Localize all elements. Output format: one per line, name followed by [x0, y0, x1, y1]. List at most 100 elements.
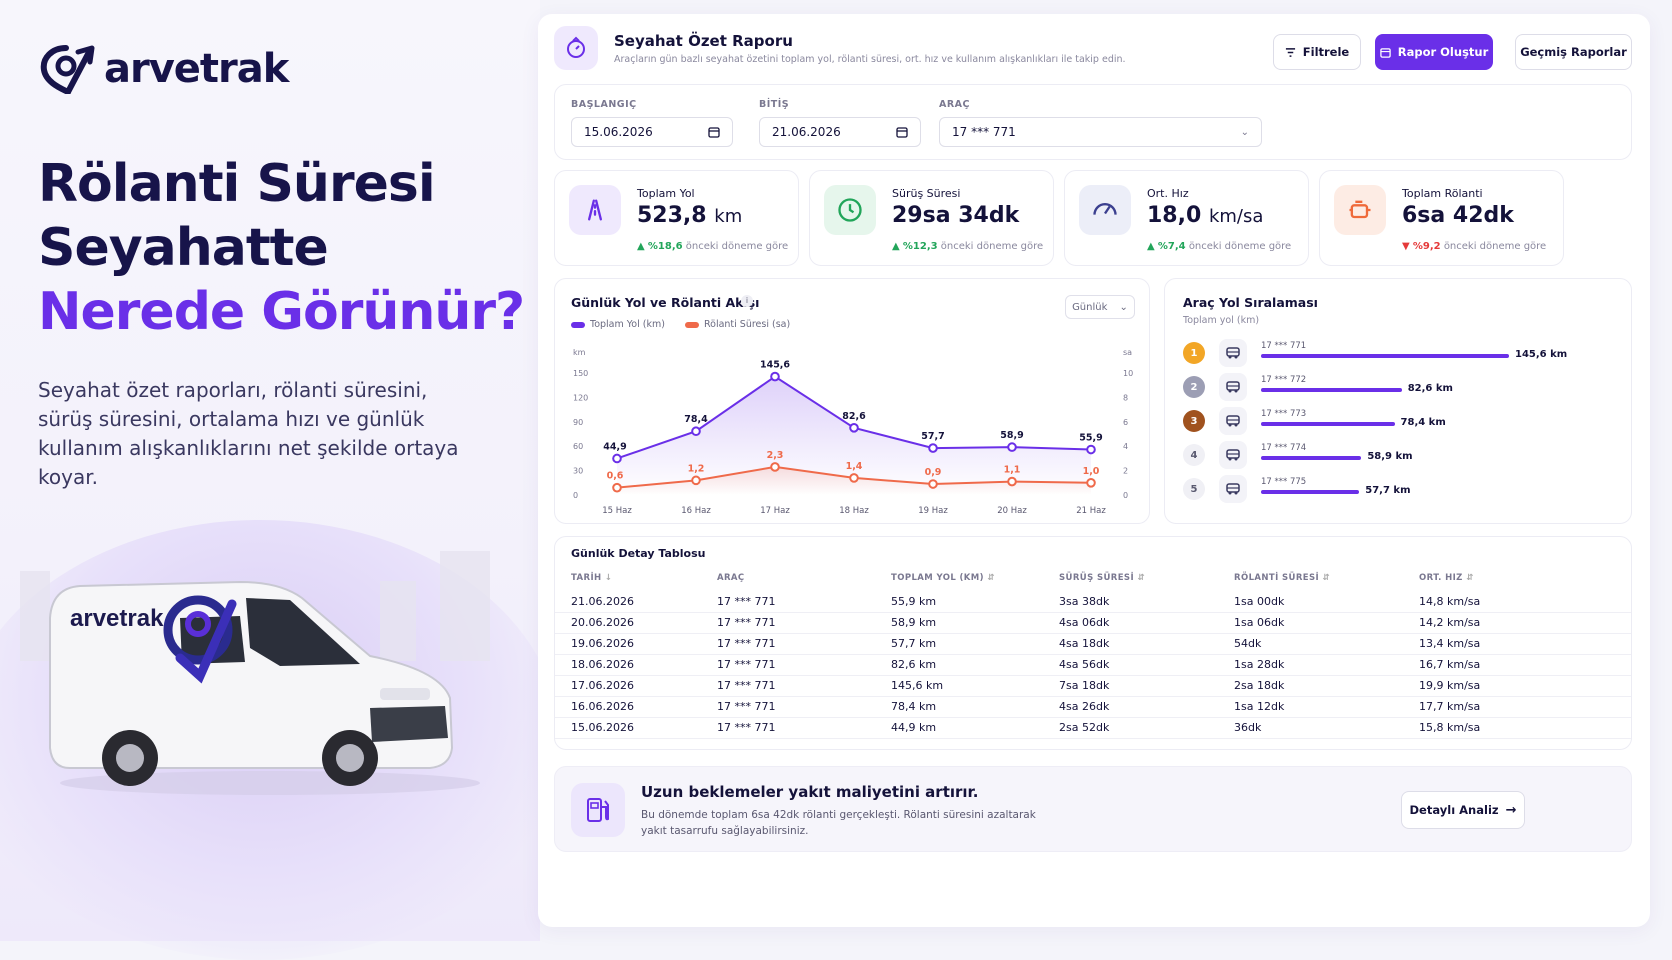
table-row[interactable]: 19.06.2026 17 *** 771 57,7 km 4sa 18dk 54dk 1… [555, 633, 1631, 655]
table-cell: 44,9 km [891, 721, 937, 734]
filter-label: Filtrele [1302, 45, 1350, 59]
end-label: BİTİŞ [759, 99, 790, 110]
filter-button[interactable]: Filtrele [1273, 34, 1361, 70]
insight-title: Uzun beklemeler yakıt maliyetini artırır… [641, 783, 979, 801]
table-cell: 2sa 52dk [1059, 721, 1110, 734]
vehicle-select[interactable]: 17 *** 771 ⌄ [939, 117, 1262, 147]
ranking-item[interactable]: 2 17 *** 772 82,6 km [1183, 373, 1623, 401]
data-point [612, 482, 622, 493]
table-cell: 1sa 12dk [1234, 700, 1285, 713]
van-brand: arvetrak [70, 605, 164, 632]
detailed-analysis-label: Detaylı Analiz [1409, 803, 1499, 817]
table-row[interactable]: 18.06.2026 17 *** 771 82,6 km 4sa 56dk 1sa 2… [555, 654, 1631, 676]
kpi-card: Toplam Rölanti 6sa 42dk ▼ %9,2 önceki dö… [1319, 170, 1564, 266]
create-report-button[interactable]: Rapor Oluştur [1375, 34, 1493, 70]
rank-bar [1261, 456, 1362, 460]
table-cell: 14,8 km/sa [1419, 595, 1481, 608]
ranking-item[interactable]: 3 17 *** 773 78,4 km [1183, 407, 1623, 435]
column-header[interactable]: RÖLANTİ SÜRESİ ⇵ [1234, 573, 1330, 583]
report-doc-icon [1380, 47, 1391, 58]
column-header[interactable]: TOPLAM YOL (KM) ⇵ [891, 573, 995, 583]
data-point [612, 453, 622, 464]
table-row[interactable]: 17.06.2026 17 *** 771 145,6 km 7sa 18dk 2sa … [555, 675, 1631, 697]
data-label: 0,9 [925, 467, 942, 478]
kpi-card: Ort. Hız 18,0 km/sa ▲ %7,4 önceki döneme… [1064, 170, 1309, 266]
rank-badge: 3 [1183, 410, 1205, 432]
table-row[interactable]: 21.06.2026 17 *** 771 55,9 km 3sa 38dk 1sa 0… [555, 591, 1631, 613]
table-row[interactable]: 16.06.2026 17 *** 771 78,4 km 4sa 26dk 1sa 1… [555, 696, 1631, 718]
rank-plate: 17 *** 772 [1261, 375, 1307, 385]
column-header[interactable]: SÜRÜŞ SÜRESİ ⇵ [1059, 573, 1145, 583]
kpi-title: Sürüş Süresi [892, 187, 961, 200]
x-tick: 15 Haz [602, 506, 632, 516]
kpi-unit: km [714, 206, 743, 227]
table-row[interactable]: 15.06.2026 17 *** 771 44,9 km 2sa 52dk 36dk 1… [555, 717, 1631, 739]
table-title: Günlük Detay Tablosu [571, 547, 706, 560]
detailed-analysis-button[interactable]: Detaylı Analiz → [1401, 791, 1525, 829]
table-row[interactable]: 20.06.2026 17 *** 771 58,9 km 4sa 06dk 1sa 0… [555, 612, 1631, 634]
table-cell: 21.06.2026 [571, 595, 634, 608]
hero-lead: Seyahat özet raporları, rölanti süresini… [38, 378, 459, 489]
y-tick-right: 10 [1123, 369, 1133, 378]
trend-up-icon: ▲ [892, 241, 900, 252]
column-header-label: ARAÇ [717, 573, 745, 583]
data-label: 2,3 [767, 450, 784, 461]
kpi-change-note: önceki döneme göre [1188, 241, 1292, 252]
truck-icon [1219, 339, 1247, 367]
info-icon[interactable]: i [741, 295, 753, 307]
rank-badge: 1 [1183, 342, 1205, 364]
trend-up-icon: ▲ [637, 241, 645, 252]
table-cell: 58,9 km [891, 616, 937, 629]
axis-unit-right: sa [1123, 348, 1132, 357]
rank-plate: 17 *** 773 [1261, 409, 1307, 419]
kpi-change-value: %18,6 [647, 241, 683, 252]
data-point [1007, 442, 1017, 452]
y-tick-right: 0 [1123, 491, 1128, 500]
y-tick-left: 150 [573, 369, 588, 378]
ranking-title: Araç Yol Sıralaması [1183, 295, 1318, 310]
start-date-input[interactable]: 15.06.2026 [571, 117, 733, 147]
table-cell: 2sa 18dk [1234, 679, 1285, 692]
insight-body-line-2: yakıt tasarrufu sağlayabilirsiniz. [641, 825, 809, 837]
kpi-value: 29sa 34dk [892, 203, 1019, 228]
ranking-item[interactable]: 1 17 *** 771 145,6 km [1183, 339, 1623, 367]
table-cell: 4sa 56dk [1059, 658, 1110, 671]
legend-swatch-distance [571, 321, 585, 328]
kpi-card: Toplam Yol 523,8 km ▲ %18,6 önceki dönem… [554, 170, 799, 266]
data-point [849, 423, 859, 433]
table-cell: 17 *** 771 [717, 637, 776, 650]
table-cell: 14,2 km/sa [1419, 616, 1481, 629]
table-cell: 54dk [1234, 637, 1262, 650]
column-header-label: SÜRÜŞ SÜRESİ [1059, 573, 1135, 583]
kpi-change: ▼ %9,2 önceki döneme göre [1402, 241, 1546, 252]
kpi-number: 523,8 [637, 203, 707, 228]
ranking-item[interactable]: 5 17 *** 775 57,7 km [1183, 475, 1623, 503]
y-tick-right: 2 [1123, 467, 1128, 476]
table-cell: 4sa 18dk [1059, 637, 1110, 650]
column-header[interactable]: ORT. HIZ ⇵ [1419, 573, 1474, 583]
rank-plate: 17 *** 775 [1261, 477, 1307, 487]
data-point [770, 462, 780, 472]
data-point [849, 473, 859, 483]
end-date-input[interactable]: 21.06.2026 [759, 117, 921, 147]
vehicle-label: ARAÇ [939, 99, 970, 110]
ranking-item[interactable]: 4 17 *** 774 58,9 km [1183, 441, 1623, 469]
fuel-pump-icon [571, 783, 625, 837]
axis-unit-left: km [573, 348, 586, 357]
rank-value: 58,9 km [1367, 451, 1413, 462]
history-button[interactable]: Geçmiş Raporlar [1515, 34, 1632, 70]
column-header[interactable]: ARAÇ [717, 573, 745, 583]
chevron-down-icon: ⌄ [1119, 301, 1128, 313]
area-series-0 [617, 376, 1091, 495]
dashboard-panel: Seyahat Özet Raporu Araçların gün bazlı … [538, 14, 1650, 927]
kpi-change-note: önceki döneme göre [685, 241, 789, 252]
kpi-title: Toplam Rölanti [1402, 187, 1483, 200]
brand-logo[interactable]: arvetrak [38, 44, 289, 94]
data-point [1086, 478, 1096, 488]
kpi-change-value: %7,4 [1157, 241, 1186, 252]
truck-icon [1219, 407, 1247, 435]
road-icon [569, 185, 621, 235]
hero-line-3: Nerede Görünür? [38, 282, 525, 342]
column-header[interactable]: TARİH ↓ [571, 573, 612, 583]
period-select[interactable]: Günlük ⌄ [1065, 295, 1135, 319]
